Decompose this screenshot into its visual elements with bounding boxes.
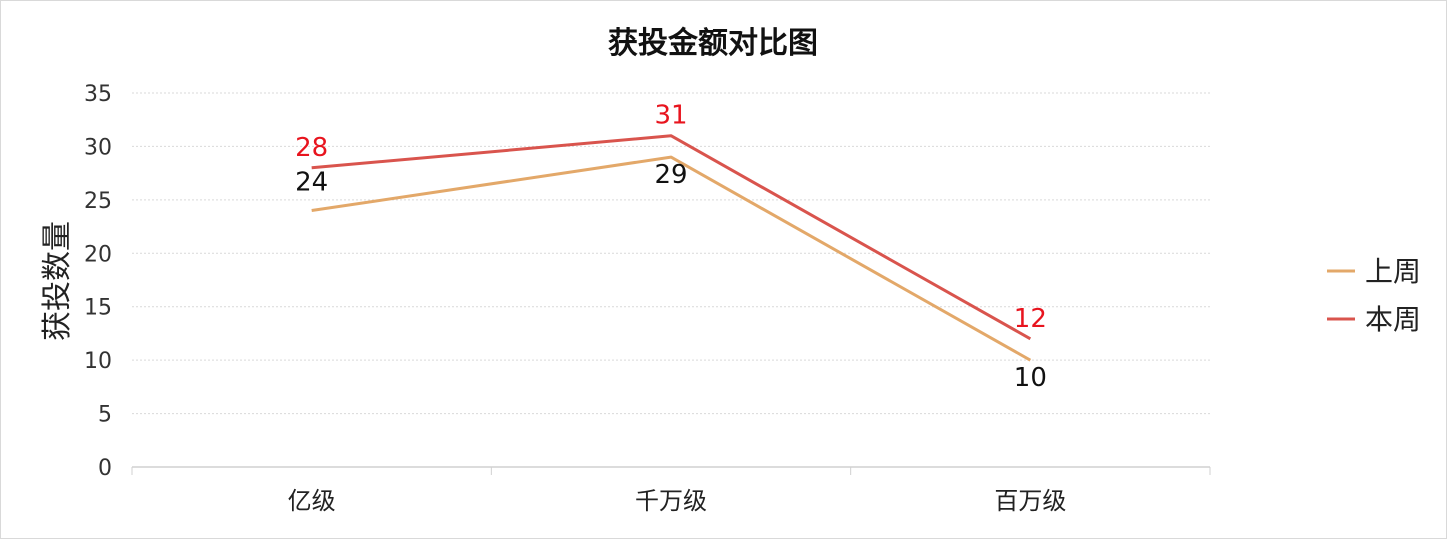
legend-label: 本周 [1365, 303, 1421, 336]
data-label: 10 [1014, 363, 1047, 393]
axes: 0 5 10 15 20 25 30 35 亿级 千万级 百万级 [84, 82, 1211, 515]
y-tick-label: 35 [84, 82, 112, 107]
y-axis-label: 获投数量 [40, 221, 75, 341]
y-tick-label: 20 [84, 242, 112, 267]
data-label: 31 [654, 101, 687, 131]
series-line-1 [311, 155, 1032, 362]
y-tick-label: 0 [98, 456, 112, 481]
chart-title: 获投金额对比图 [608, 26, 818, 61]
x-tick-label: 千万级 [635, 487, 707, 515]
legend-label: 上周 [1365, 255, 1421, 288]
gridlines [132, 92, 1210, 415]
y-tick-label: 15 [84, 296, 112, 321]
data-label: 24 [295, 168, 328, 198]
y-tick-label: 30 [84, 135, 112, 160]
data-label: 12 [1014, 304, 1047, 334]
y-tick-label: 10 [84, 349, 112, 374]
series-group [311, 134, 1032, 362]
data-labels: 24 29 10 28 31 12 [295, 101, 1047, 393]
y-tick-label: 5 [98, 403, 112, 428]
data-label: 29 [654, 160, 687, 190]
x-tick-label: 百万级 [994, 487, 1066, 515]
series-line-2 [311, 134, 1032, 341]
y-tick-label: 25 [84, 189, 112, 214]
data-label: 28 [295, 133, 328, 163]
x-tick-label: 亿级 [288, 487, 336, 515]
